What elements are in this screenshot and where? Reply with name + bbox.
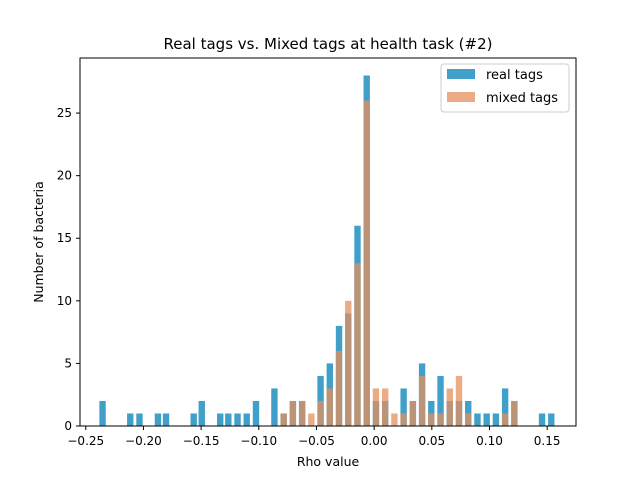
real-tag-bar [190, 413, 197, 426]
mixed-tag-bar [363, 100, 370, 426]
y-tick-label: 0 [64, 419, 72, 433]
y-tick-label: 10 [57, 294, 72, 308]
real-tag-bar [437, 375, 444, 426]
real-tag-bar [271, 388, 278, 426]
mixed-tag-bar [428, 413, 435, 426]
mixed-tag-bar [289, 400, 297, 426]
x-tick-label: −0.25 [67, 434, 104, 448]
x-tick-label: −0.20 [125, 434, 162, 448]
y-tick-label: 15 [57, 231, 72, 245]
mixed-tag-bar [280, 413, 287, 426]
plot-frame [79, 57, 577, 427]
x-axis-ticks: −0.25 −0.20 −0.15 −0.10 −0.05 0.00 0.05 0.10 0.1… [67, 426, 561, 448]
y-tick-label: 25 [57, 106, 72, 120]
mixed-tag-bar [317, 400, 324, 426]
real-tag-bar [234, 413, 241, 426]
real-tags-series [99, 75, 555, 427]
mixed-tag-bar [446, 388, 453, 426]
mixed-tag-bar [308, 413, 315, 426]
mixed-tag-bar [455, 375, 463, 426]
real-tag-bar [198, 400, 205, 426]
real-tag-bar [162, 413, 170, 426]
real-tag-bar [154, 413, 162, 426]
real-tag-bar [548, 413, 555, 426]
x-tick-label: 0.15 [534, 434, 561, 448]
mixed-tag-bar [400, 413, 407, 426]
mixed-tag-bar [326, 388, 333, 426]
x-tick-label: 0.05 [418, 434, 445, 448]
mixed-tag-bar [372, 388, 380, 426]
real-tag-bar [252, 400, 260, 426]
y-tick-label: 5 [64, 356, 72, 370]
mixed-tag-bar [465, 413, 472, 426]
y-axis-label: Number of bacteria [31, 181, 46, 303]
legend-swatch-real [447, 69, 475, 79]
legend-label-mixed: mixed tags [486, 91, 558, 106]
x-tick-label: −0.10 [240, 434, 277, 448]
real-tag-bar [217, 413, 224, 426]
x-tick-label: 0.00 [361, 434, 388, 448]
real-tag-bar [400, 388, 407, 426]
mixed-tag-bar [335, 350, 343, 426]
real-tag-bar [474, 413, 481, 426]
legend-label-real: real tags [486, 68, 543, 83]
real-tag-bar [501, 388, 509, 426]
mixed-tags-series [280, 100, 518, 426]
mixed-tag-bar [381, 388, 389, 426]
mixed-tag-bar [391, 413, 398, 426]
mixed-tag-bar [354, 263, 361, 426]
x-tick-label: −0.15 [183, 434, 220, 448]
mixed-tag-bar [409, 400, 417, 426]
mixed-tag-bar [418, 375, 426, 426]
legend: real tags mixed tags [440, 63, 570, 113]
real-tag-bar [317, 375, 324, 426]
mixed-tag-bar [298, 400, 306, 426]
real-tag-bar [483, 413, 490, 426]
x-tick-label: −0.05 [298, 434, 335, 448]
real-tag-bar [136, 413, 143, 426]
real-tag-bar [538, 413, 546, 426]
mixed-tag-bar [345, 300, 352, 426]
chart-title: Real tags vs. Mixed tags at health task … [164, 35, 493, 53]
real-tag-bar [492, 413, 500, 426]
real-tag-bar [127, 413, 134, 426]
real-tag-bar [99, 400, 106, 426]
y-tick-label: 20 [57, 169, 72, 183]
x-axis-label: Rho value [297, 454, 360, 469]
mixed-tag-bar [501, 413, 509, 426]
x-tick-label: 0.10 [476, 434, 503, 448]
mixed-tag-bar [511, 400, 518, 426]
real-tag-bar [225, 413, 232, 426]
real-tag-bar [243, 413, 250, 426]
mixed-tag-bar [437, 413, 444, 426]
y-axis-ticks: 0 5 10 15 20 25 [57, 106, 80, 433]
legend-swatch-mixed [447, 92, 475, 102]
